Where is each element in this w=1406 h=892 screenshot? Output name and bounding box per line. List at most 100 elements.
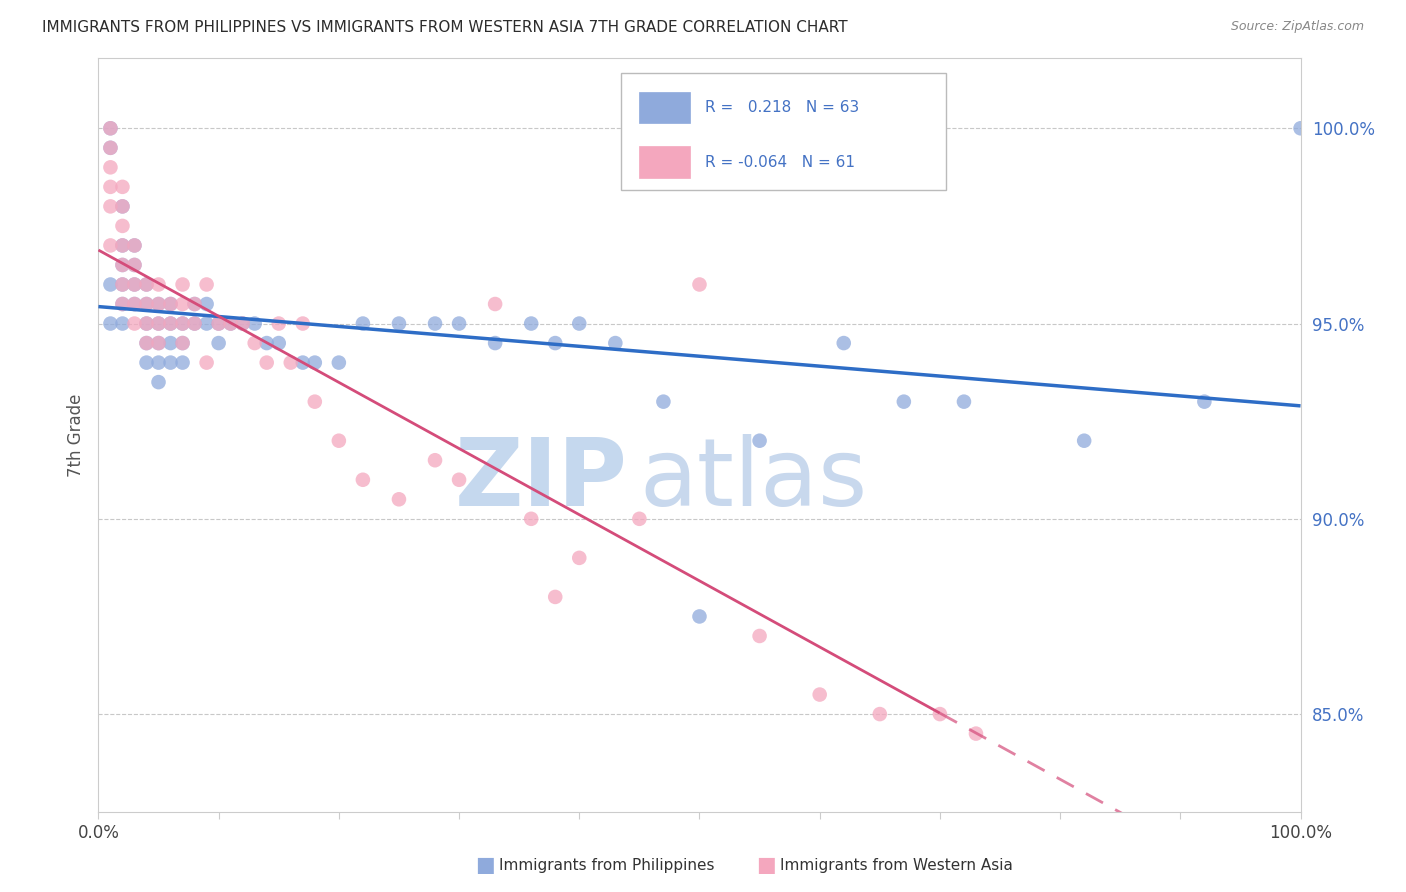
Point: [304, 356, 326, 370]
Point: [484, 336, 506, 351]
Point: [135, 336, 157, 351]
Point: [195, 277, 218, 292]
Point: [100, 141, 122, 155]
Point: [111, 297, 134, 311]
Point: [148, 277, 170, 292]
Point: [423, 317, 446, 331]
Point: [135, 317, 157, 331]
Point: [148, 375, 170, 389]
Point: [172, 336, 194, 351]
Point: [183, 297, 205, 311]
Point: [208, 317, 231, 331]
Point: [520, 317, 543, 331]
Point: [172, 297, 194, 311]
Point: [652, 394, 675, 409]
Point: [148, 356, 170, 370]
Point: [159, 356, 181, 370]
Point: [447, 317, 470, 331]
Point: [388, 317, 411, 331]
Point: [100, 317, 122, 331]
Point: [352, 473, 374, 487]
Point: [219, 317, 242, 331]
Point: [111, 199, 134, 213]
Point: [183, 317, 205, 331]
Point: [135, 356, 157, 370]
Point: [135, 317, 157, 331]
Text: Immigrants from Philippines: Immigrants from Philippines: [499, 858, 714, 872]
Point: [100, 238, 122, 252]
Point: [183, 297, 205, 311]
Point: [172, 336, 194, 351]
FancyBboxPatch shape: [640, 146, 690, 178]
Point: [100, 179, 122, 194]
Point: [100, 161, 122, 175]
Point: [111, 277, 134, 292]
Point: [423, 453, 446, 467]
Point: [304, 394, 326, 409]
Point: [111, 199, 134, 213]
Point: [111, 179, 134, 194]
Point: [159, 297, 181, 311]
Point: [869, 707, 891, 722]
Point: [111, 297, 134, 311]
Point: [124, 238, 146, 252]
Point: [568, 317, 591, 331]
Point: [100, 141, 122, 155]
Point: [267, 317, 290, 331]
Text: ZIP: ZIP: [454, 434, 627, 526]
Text: R =   0.218   N = 63: R = 0.218 N = 63: [706, 100, 859, 115]
Point: [520, 512, 543, 526]
Text: ■: ■: [756, 855, 776, 875]
Point: [1289, 121, 1312, 136]
Point: [928, 707, 950, 722]
Point: [100, 199, 122, 213]
Point: [1073, 434, 1095, 448]
Point: [100, 277, 122, 292]
Point: [232, 317, 254, 331]
Point: [208, 336, 231, 351]
Point: [172, 277, 194, 292]
Point: [124, 297, 146, 311]
Point: [148, 297, 170, 311]
Point: [172, 317, 194, 331]
Point: [219, 317, 242, 331]
Point: [124, 258, 146, 272]
Point: [148, 317, 170, 331]
Point: [953, 394, 976, 409]
Point: [1194, 394, 1216, 409]
Point: [124, 297, 146, 311]
Point: [832, 336, 855, 351]
Point: [100, 121, 122, 136]
Point: [243, 317, 266, 331]
Point: [808, 688, 831, 702]
Point: [111, 238, 134, 252]
Point: [111, 317, 134, 331]
Text: Immigrants from Western Asia: Immigrants from Western Asia: [780, 858, 1014, 872]
Point: [159, 336, 181, 351]
Point: [208, 317, 231, 331]
Point: [568, 550, 591, 565]
Point: [172, 356, 194, 370]
Point: [893, 394, 915, 409]
Point: [328, 434, 350, 448]
Text: R = -0.064   N = 61: R = -0.064 N = 61: [706, 154, 855, 169]
Point: [965, 726, 987, 740]
Point: [243, 336, 266, 351]
Point: [124, 277, 146, 292]
Point: [111, 219, 134, 233]
Point: [135, 297, 157, 311]
Point: [124, 277, 146, 292]
Point: [124, 317, 146, 331]
Point: [291, 317, 314, 331]
Point: [100, 121, 122, 136]
Point: [111, 277, 134, 292]
Point: [352, 317, 374, 331]
Text: atlas: atlas: [640, 434, 868, 526]
Point: [111, 258, 134, 272]
FancyBboxPatch shape: [640, 92, 690, 123]
FancyBboxPatch shape: [621, 73, 946, 190]
Text: IMMIGRANTS FROM PHILIPPINES VS IMMIGRANTS FROM WESTERN ASIA 7TH GRADE CORRELATIO: IMMIGRANTS FROM PHILIPPINES VS IMMIGRANT…: [42, 20, 848, 35]
Text: ■: ■: [475, 855, 495, 875]
Point: [135, 336, 157, 351]
Point: [159, 297, 181, 311]
